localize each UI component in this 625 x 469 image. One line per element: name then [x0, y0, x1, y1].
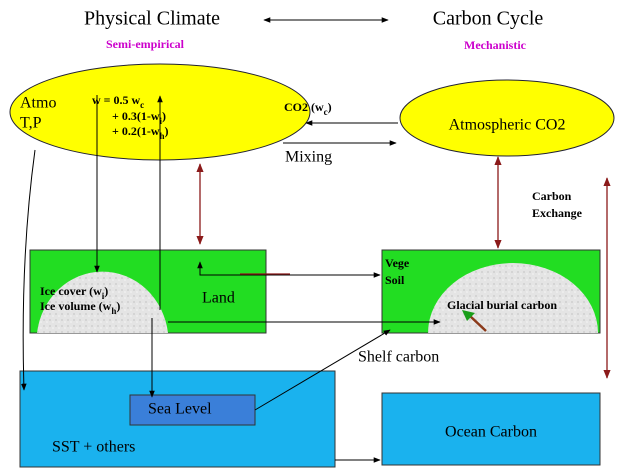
arrow-head [462, 310, 475, 321]
sea-level-box [129, 394, 256, 426]
subscript: c [140, 100, 144, 110]
shelf-label: Shelf carbon [358, 349, 439, 366]
glacial-label: Glacial burial carbon [447, 298, 557, 312]
text-part: Ice volume (w [40, 299, 112, 313]
ocean-carbon-box [381, 392, 601, 466]
text-part: ) [162, 109, 166, 123]
text-part: + 0.2(1-w [112, 124, 160, 138]
formula-line: w = 0.5 wc [92, 93, 144, 110]
text-part: w = 0.5 w [92, 93, 141, 107]
ice-sheet [37, 271, 168, 333]
land-label: Land [202, 290, 235, 307]
text-part: ) [328, 100, 332, 114]
ice-volume: Ice volume (wh) [40, 299, 120, 316]
mixing-label: Mixing [285, 149, 332, 166]
exchange-label: Carbon [532, 189, 572, 203]
subscript: i [160, 116, 163, 126]
text-part: Ice cover (w [40, 284, 102, 298]
text-part: + 0.3(1-w [112, 109, 160, 123]
right-subtitle: Mechanistic [464, 38, 527, 52]
vege-label: Soil [385, 273, 405, 287]
text-part: CO2 (w [284, 100, 324, 114]
sst-label: SST + others [52, 439, 135, 456]
subscript: h [160, 131, 165, 141]
subscript: i [102, 291, 105, 301]
arrow [254, 329, 391, 411]
right-title: Carbon Cycle [433, 8, 544, 30]
text-part: ) [116, 299, 120, 313]
text-part: ) [104, 284, 108, 298]
formula-line: + 0.2(1-wh) [112, 124, 169, 141]
vege-label: Vege [385, 256, 410, 270]
co2-ellipse-label: Atmospheric CO2 [449, 117, 566, 134]
subscript: c [324, 107, 328, 117]
formula-line: + 0.3(1-wi) [112, 109, 166, 126]
arrow [469, 315, 487, 332]
ocean-carbon-label: Ocean Carbon [445, 424, 537, 441]
left-title: Physical Climate [84, 8, 220, 30]
subscript: h [111, 306, 116, 316]
sea-level-label: Sea Level [148, 401, 212, 418]
co2-label: CO2 (wc) [284, 100, 332, 117]
ice-cover: Ice cover (wi) [40, 284, 108, 301]
atmo-label: Atmo [20, 95, 56, 112]
left-subtitle: Semi-empirical [106, 37, 185, 51]
exchange-label: Exchange [532, 206, 583, 220]
arrow [21, 149, 36, 391]
arrow [197, 261, 381, 278]
text-part: ) [165, 124, 169, 138]
atmo-label: T,P [20, 115, 42, 132]
co2-ellipse [399, 79, 615, 157]
